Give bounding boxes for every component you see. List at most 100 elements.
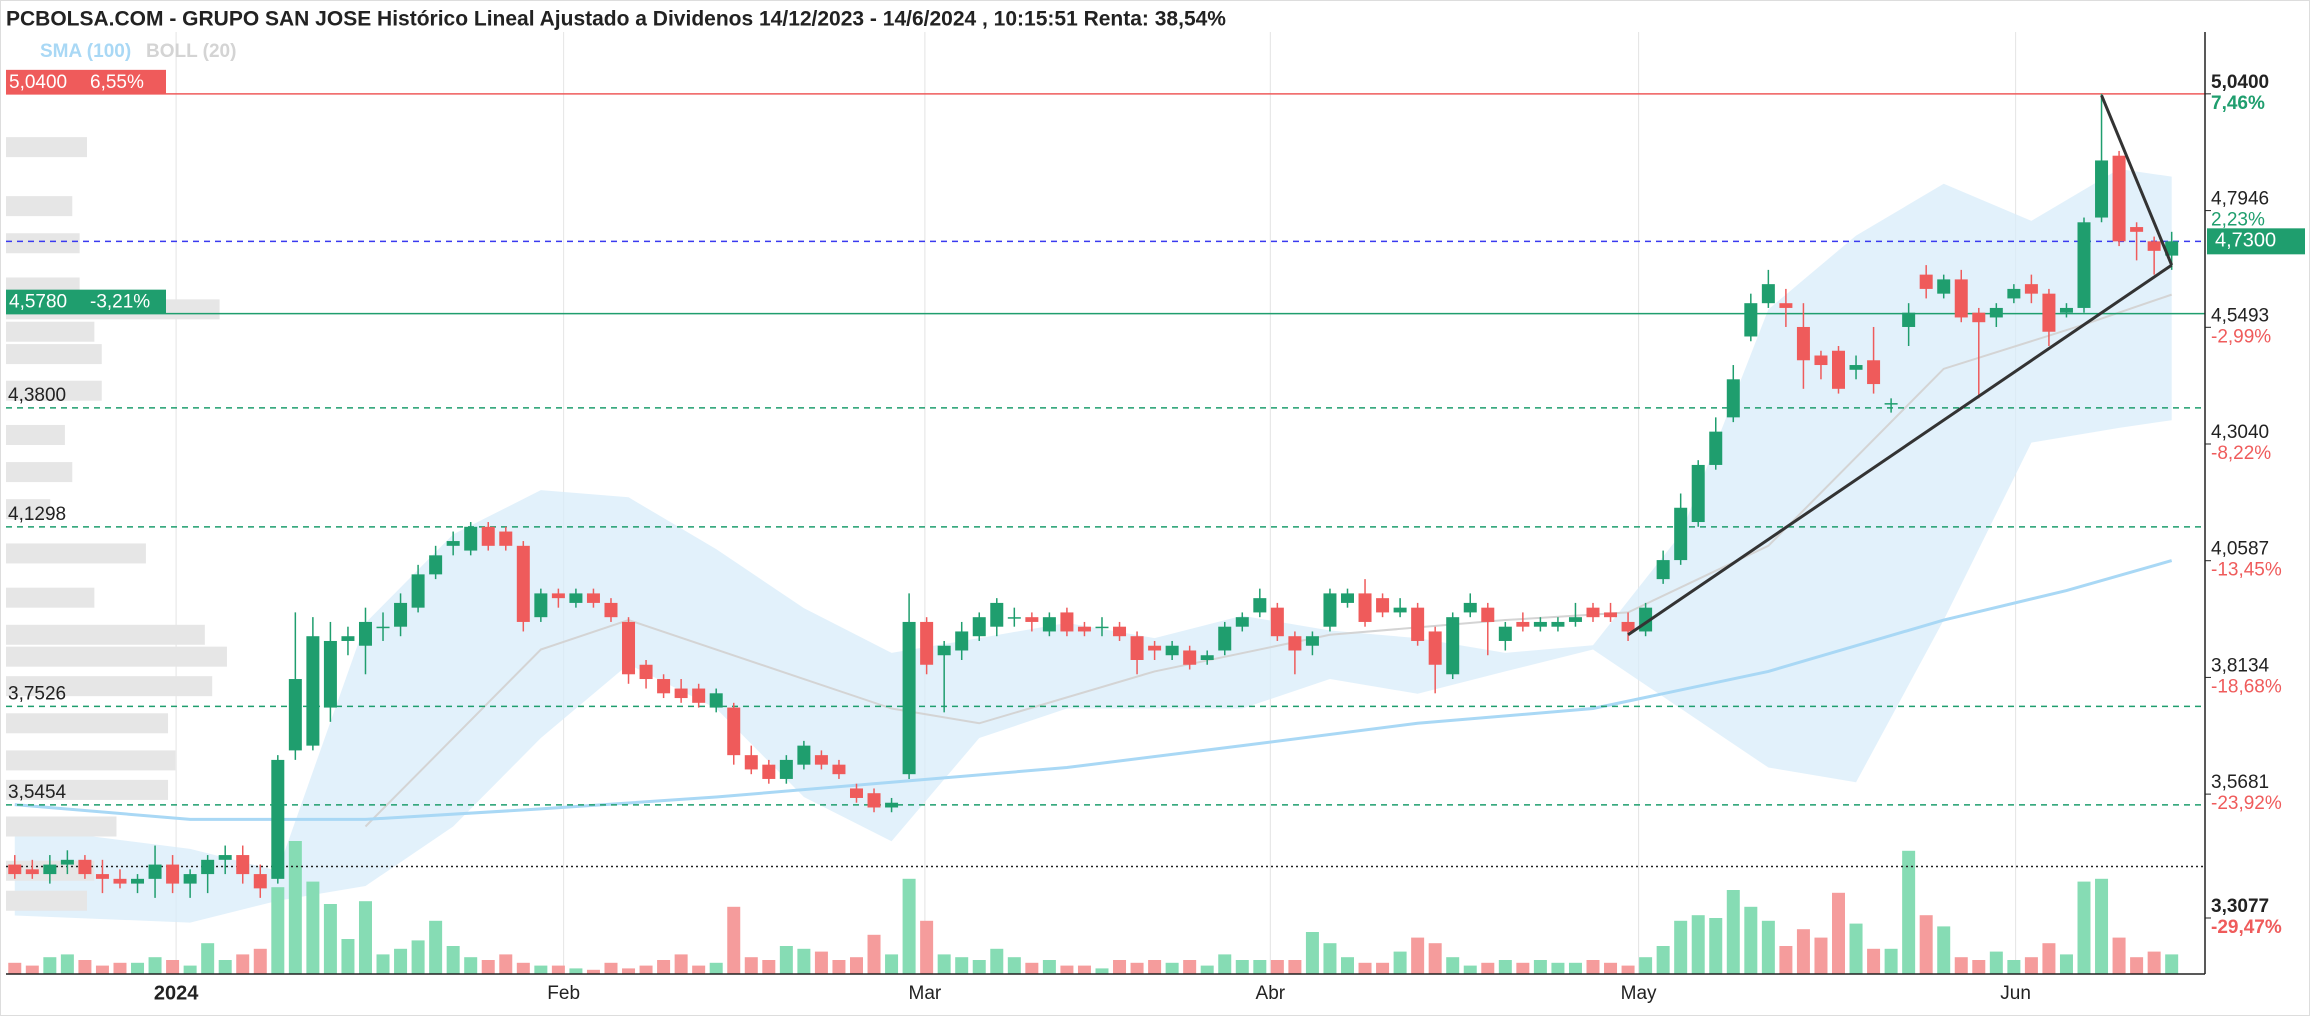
candle-body	[1218, 626, 1232, 651]
volume-profile-bar	[6, 624, 205, 645]
volume-profile-bar	[6, 587, 95, 608]
volume-bar	[1218, 954, 1232, 974]
volume-bar	[1867, 948, 1881, 974]
candle-body	[867, 793, 881, 808]
volume-bar	[1604, 962, 1618, 974]
candle-body	[586, 593, 600, 603]
candle-body	[2024, 284, 2038, 294]
candle-body	[1095, 626, 1109, 629]
level-box	[6, 289, 166, 314]
volume-bar	[1954, 957, 1968, 974]
candle-body	[1130, 636, 1144, 660]
candle-body	[1498, 626, 1512, 641]
volume-bar	[762, 960, 776, 974]
candle-body	[95, 874, 109, 879]
volume-bar	[1779, 946, 1793, 974]
volume-profile-bar	[6, 380, 102, 401]
candle-body	[288, 679, 302, 751]
volume-bar	[1411, 937, 1425, 974]
candle-body	[1270, 607, 1284, 637]
volume-bar	[2165, 954, 2179, 974]
candle-body	[797, 745, 811, 765]
candle-body	[1077, 626, 1091, 632]
candle-body	[1779, 303, 1793, 308]
bollinger-band	[14, 169, 2172, 923]
volume-bar	[306, 881, 320, 974]
y-tick-label: 5,0400	[2211, 72, 2269, 93]
volume-bar	[148, 957, 162, 974]
candle-body	[937, 645, 951, 656]
candle-body	[323, 640, 337, 708]
candle-body	[1358, 593, 1372, 622]
legend-item: SMA (100)	[40, 41, 131, 62]
volume-bar	[709, 962, 723, 974]
volume-bar	[1551, 962, 1565, 974]
volume-profile-bar	[6, 344, 102, 365]
candle-body	[8, 864, 22, 875]
x-tick-label: Feb	[547, 983, 580, 1004]
bollinger-middle	[364, 293, 2173, 828]
last-price-box	[2207, 228, 2305, 255]
candle-body	[1200, 655, 1214, 660]
candle-body	[253, 874, 267, 889]
candle-body	[1551, 621, 1565, 627]
candle-body	[78, 859, 92, 875]
volume-bar	[1148, 960, 1162, 974]
candle-body	[744, 755, 758, 770]
trend-line	[2100, 94, 2174, 266]
volume-bar	[534, 965, 548, 974]
candle-body	[727, 707, 741, 756]
volume-bar	[1200, 965, 1214, 974]
volume-bar	[60, 954, 74, 974]
volume-bar	[1376, 962, 1390, 974]
candle-body	[1972, 312, 1986, 323]
candle-body	[1428, 631, 1442, 665]
volume-bar	[622, 968, 636, 974]
candle-body	[1884, 403, 1898, 405]
volume-bar	[1972, 960, 1986, 974]
volume-bar	[95, 965, 109, 974]
candle-body	[499, 531, 513, 546]
volume-bar	[744, 957, 758, 974]
x-tick-label: May	[1621, 983, 1657, 1004]
volume-bar	[1393, 951, 1407, 974]
candle-body	[2042, 293, 2056, 332]
volume-bar	[832, 960, 846, 974]
x-tick-label: 2024	[154, 982, 199, 1004]
candle-body	[849, 788, 863, 798]
candle-body	[1568, 617, 1582, 622]
volume-bar	[1113, 960, 1127, 974]
volume-bar	[867, 934, 881, 974]
candle-body	[1867, 360, 1881, 385]
volume-bar	[1481, 962, 1495, 974]
candle-body	[1674, 507, 1688, 561]
candle-body	[1060, 612, 1074, 632]
candle-body	[1989, 307, 2003, 318]
candle-body	[113, 878, 127, 884]
volume-bar	[885, 954, 899, 974]
y-tick-label: 4,3040	[2211, 422, 2269, 443]
volume-bar	[797, 948, 811, 974]
candle-body	[341, 636, 355, 641]
volume-bar	[78, 960, 92, 974]
volume-bar	[1937, 926, 1951, 974]
candle-body	[306, 636, 320, 746]
volume-bar	[551, 965, 565, 974]
candle-body	[464, 526, 478, 551]
volume-bar	[1814, 937, 1828, 974]
volume-bar	[1744, 906, 1758, 974]
volume-bar	[323, 904, 337, 974]
candle-body	[709, 693, 723, 708]
candle-body	[604, 602, 618, 618]
candle-body	[43, 864, 57, 875]
volume-bar	[990, 948, 1004, 974]
y-tick-pct: 2,23%	[2211, 210, 2265, 231]
candle-body	[2165, 241, 2179, 256]
candle-body	[429, 555, 443, 575]
y-tick-label: 4,7946	[2211, 189, 2269, 210]
volume-bar	[8, 962, 22, 974]
y-tick-pct: -13,45%	[2211, 560, 2282, 581]
sma-line	[14, 559, 2173, 821]
volume-bar	[586, 969, 600, 974]
level-label: 4,3800	[8, 385, 66, 406]
